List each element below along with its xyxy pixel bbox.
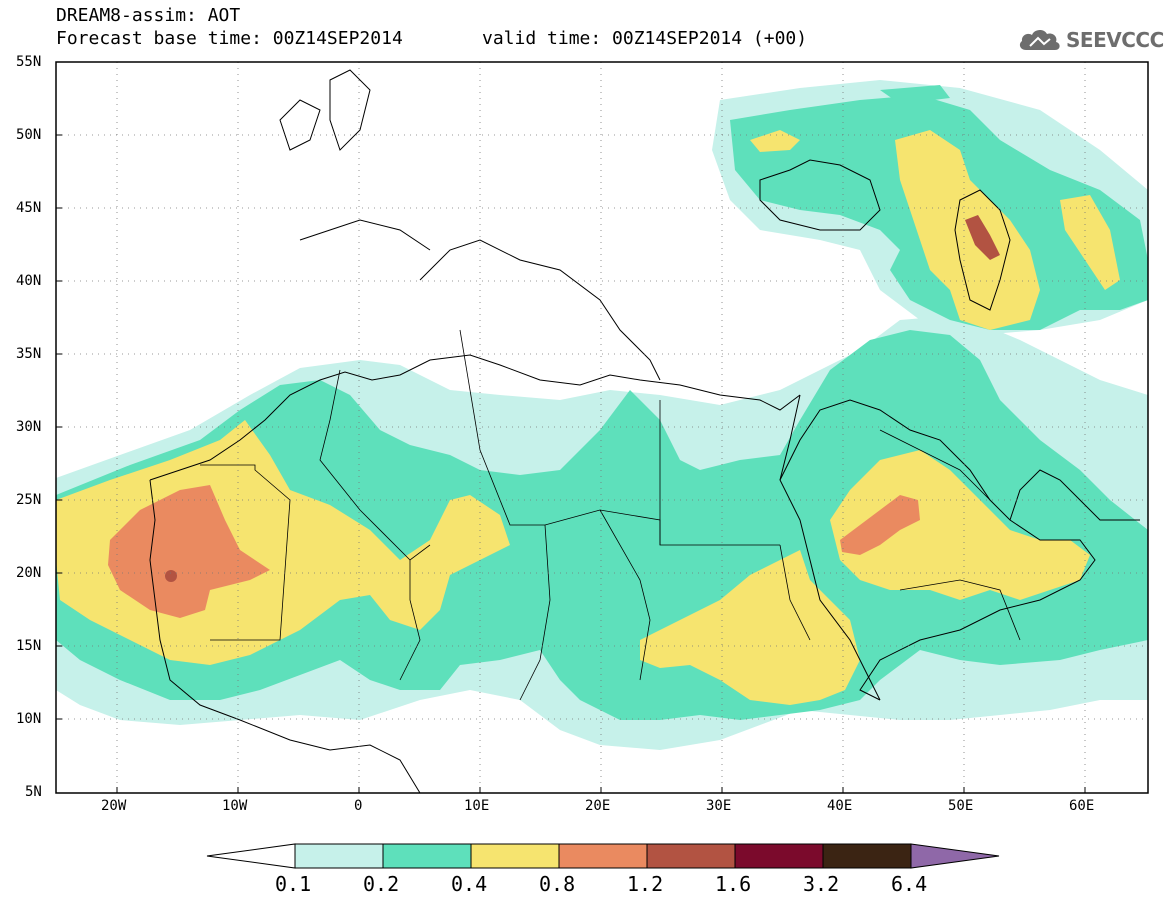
lat-label: 5N [25,784,42,800]
colorbar-label: 0.4 [451,872,488,896]
colorbar-label: 1.6 [715,872,752,896]
aot-contour-1.2 [165,215,1000,582]
aot-map [55,61,1149,794]
lat-label: 45N [16,200,42,216]
lat-label: 10N [16,711,42,727]
lat-label: 25N [16,492,42,508]
colorbar-label: 0.2 [363,872,400,896]
lat-label: 20N [16,565,42,581]
axis-ticks [56,61,1086,793]
aot-colorbar [206,843,1000,869]
colorbar-label: 1.2 [627,872,664,896]
colorbar-label: 0.8 [539,872,576,896]
colorbar-swatch [646,843,736,869]
valid-time: valid time: 00Z14SEP2014 (+00) [482,28,808,49]
lat-label: 30N [16,419,42,435]
lon-label: 20W [101,798,127,814]
lat-label: 35N [16,346,42,362]
colorbar-over-arrow [910,843,1000,869]
colorbar-label: 0.1 [275,872,312,896]
colorbar-under-arrow [206,843,296,869]
aot-contour-0.8 [108,485,920,618]
lat-label: 55N [16,54,42,70]
lat-label: 50N [16,127,42,143]
cloud-icon [1019,29,1060,50]
country-borders [200,329,1021,701]
lon-label: 0 [354,798,363,814]
coastlines [149,69,1140,793]
lon-label: 40E [827,798,853,814]
lon-label: 30E [706,798,732,814]
brand-name: SEEVCCC [1066,28,1164,52]
map-title: DREAM8-assim: AOT [56,5,241,26]
colorbar-label: 3.2 [803,872,840,896]
colorbar-label: 6.4 [891,872,928,896]
colorbar-swatch [822,843,912,869]
lon-label: 60E [1069,798,1095,814]
lon-label: 50E [948,798,974,814]
colorbar-swatch [294,843,384,869]
colorbar-swatch [734,843,824,869]
forecast-base-time: Forecast base time: 00Z14SEP2014 [56,28,403,49]
seevccc-logo: SEEVCCC [1018,24,1164,54]
colorbar-swatch [470,843,560,869]
lon-label: 10E [464,798,490,814]
graticule [56,62,1148,793]
colorbar-swatch [382,843,472,869]
lat-label: 40N [16,273,42,289]
lon-label: 20E [585,798,611,814]
lat-label: 15N [16,638,42,654]
colorbar-swatch [558,843,648,869]
lon-label: 10W [222,798,248,814]
